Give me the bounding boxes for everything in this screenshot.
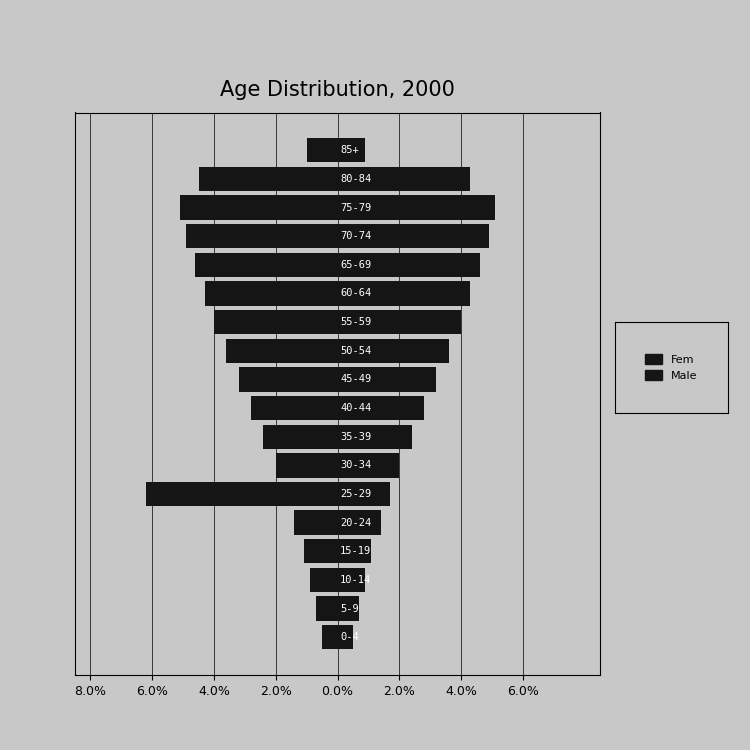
Bar (226, 338, 338, 363)
Text: 40-44: 40-44 (340, 403, 371, 413)
Bar (304, 539, 338, 563)
Bar (338, 368, 436, 392)
Bar (251, 396, 338, 420)
Bar (338, 224, 489, 248)
Bar (322, 625, 338, 650)
Bar (307, 138, 338, 163)
Bar (263, 424, 338, 449)
Bar (338, 482, 390, 506)
Bar (338, 511, 381, 535)
Text: 55-59: 55-59 (340, 317, 371, 327)
Text: 10-14: 10-14 (340, 575, 371, 585)
Bar (338, 166, 470, 191)
Title: Age Distribution, 2000: Age Distribution, 2000 (220, 80, 455, 100)
Text: 20-24: 20-24 (340, 518, 371, 528)
Bar (338, 596, 359, 621)
Bar (338, 625, 353, 650)
Text: 70-74: 70-74 (340, 231, 371, 242)
Bar (338, 539, 371, 563)
Text: 60-64: 60-64 (340, 289, 371, 298)
Bar (205, 281, 338, 306)
Bar (186, 224, 338, 248)
Text: 15-19: 15-19 (340, 546, 371, 556)
Bar (199, 166, 338, 191)
Text: 45-49: 45-49 (340, 374, 371, 385)
Bar (146, 482, 338, 506)
Bar (180, 195, 338, 220)
Bar (338, 424, 412, 449)
Bar (338, 138, 365, 163)
Bar (316, 596, 338, 621)
Text: 0-4: 0-4 (340, 632, 358, 642)
Text: 50-54: 50-54 (340, 346, 371, 355)
Bar (338, 253, 479, 277)
Text: 5-9: 5-9 (340, 604, 358, 613)
Text: 25-29: 25-29 (340, 489, 371, 499)
Text: 65-69: 65-69 (340, 260, 371, 270)
Bar (310, 568, 338, 592)
Bar (214, 310, 338, 334)
Text: 75-79: 75-79 (340, 202, 371, 212)
Bar (338, 453, 399, 478)
Bar (196, 253, 338, 277)
Bar (338, 568, 365, 592)
Bar (238, 368, 338, 392)
Text: 35-39: 35-39 (340, 432, 371, 442)
Text: 80-84: 80-84 (340, 174, 371, 184)
Text: 85+: 85+ (340, 146, 358, 155)
Bar (294, 511, 338, 535)
Legend: Fem, Male: Fem, Male (640, 350, 702, 386)
Bar (338, 338, 448, 363)
Bar (338, 310, 461, 334)
Bar (276, 453, 338, 478)
Bar (338, 281, 470, 306)
Bar (338, 396, 424, 420)
Bar (338, 195, 495, 220)
Text: 30-34: 30-34 (340, 460, 371, 470)
